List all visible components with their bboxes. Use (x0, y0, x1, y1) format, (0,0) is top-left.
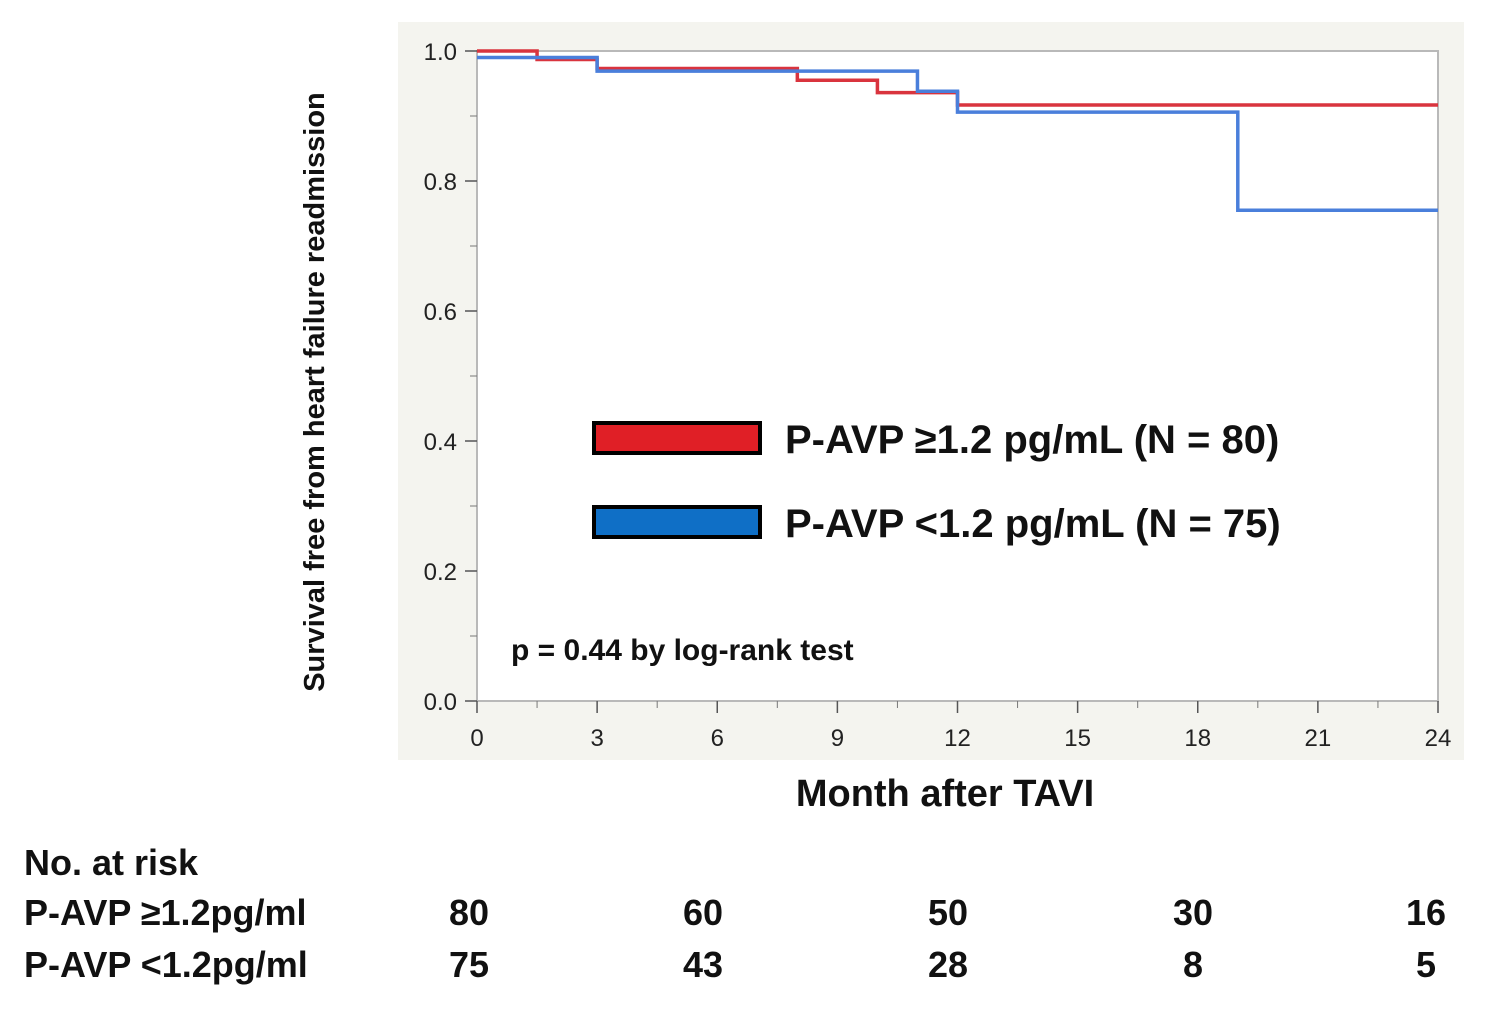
risk-table-title: No. at risk (24, 842, 199, 883)
risk-count: 16 (1405, 892, 1447, 933)
risk-count: 30 (1172, 892, 1214, 933)
risk-row-label: P-AVP ≥1.2pg/ml (24, 892, 307, 933)
risk-count: 80 (448, 892, 490, 933)
x-tick-label: 3 (590, 725, 603, 752)
risk-row-label: P-AVP <1.2pg/ml (24, 944, 308, 985)
x-tick-label: 0 (470, 725, 483, 752)
survival-curves (477, 49, 1438, 212)
x-tick-label: 12 (944, 725, 971, 752)
y-tick-label: 0.4 (424, 429, 457, 456)
y-tick-label: 0.0 (424, 689, 457, 716)
p-value-annotation: p = 0.44 by log-rank test (511, 634, 854, 667)
plot-area (477, 51, 1438, 701)
x-tick-label: 6 (711, 725, 724, 752)
x-tick-label: 9 (831, 725, 844, 752)
x-tick-label: 15 (1064, 725, 1091, 752)
y-tick-label: 0.2 (424, 559, 457, 586)
risk-count: 75 (448, 944, 490, 985)
x-tick-label: 24 (1425, 725, 1452, 752)
risk-count: 60 (682, 892, 724, 933)
curve-low-avp (477, 55, 1438, 212)
x-tick-label: 18 (1184, 725, 1211, 752)
y-tick-label: 0.8 (424, 169, 457, 196)
legend-label-high: P-AVP ≥1.2 pg/mL (N = 80) (785, 418, 1279, 462)
y-tick-label: 1.0 (424, 39, 457, 66)
y-tick-label: 0.6 (424, 299, 457, 326)
x-axis-title: Month after TAVI (796, 773, 1094, 815)
legend-swatch-low (592, 505, 762, 539)
y-axis-title: Survival free from heart failure readmis… (299, 92, 331, 692)
risk-count: 5 (1415, 944, 1437, 985)
x-tick-label: 21 (1305, 725, 1332, 752)
risk-count: 50 (927, 892, 969, 933)
risk-count: 8 (1182, 944, 1204, 985)
legend-label-low: P-AVP <1.2 pg/mL (N = 75) (785, 502, 1281, 546)
risk-count: 43 (682, 944, 724, 985)
legend: P-AVP ≥1.2 pg/mL (N = 80) P-AVP <1.2 pg/m… (592, 418, 1281, 546)
legend-swatch-high (592, 421, 762, 455)
risk-count: 28 (927, 944, 969, 985)
axis-ticks: 0.0 0.2 0.4 0.6 0.8 1.0 0 3 6 9 12 15 18 21 24 (424, 39, 1452, 752)
